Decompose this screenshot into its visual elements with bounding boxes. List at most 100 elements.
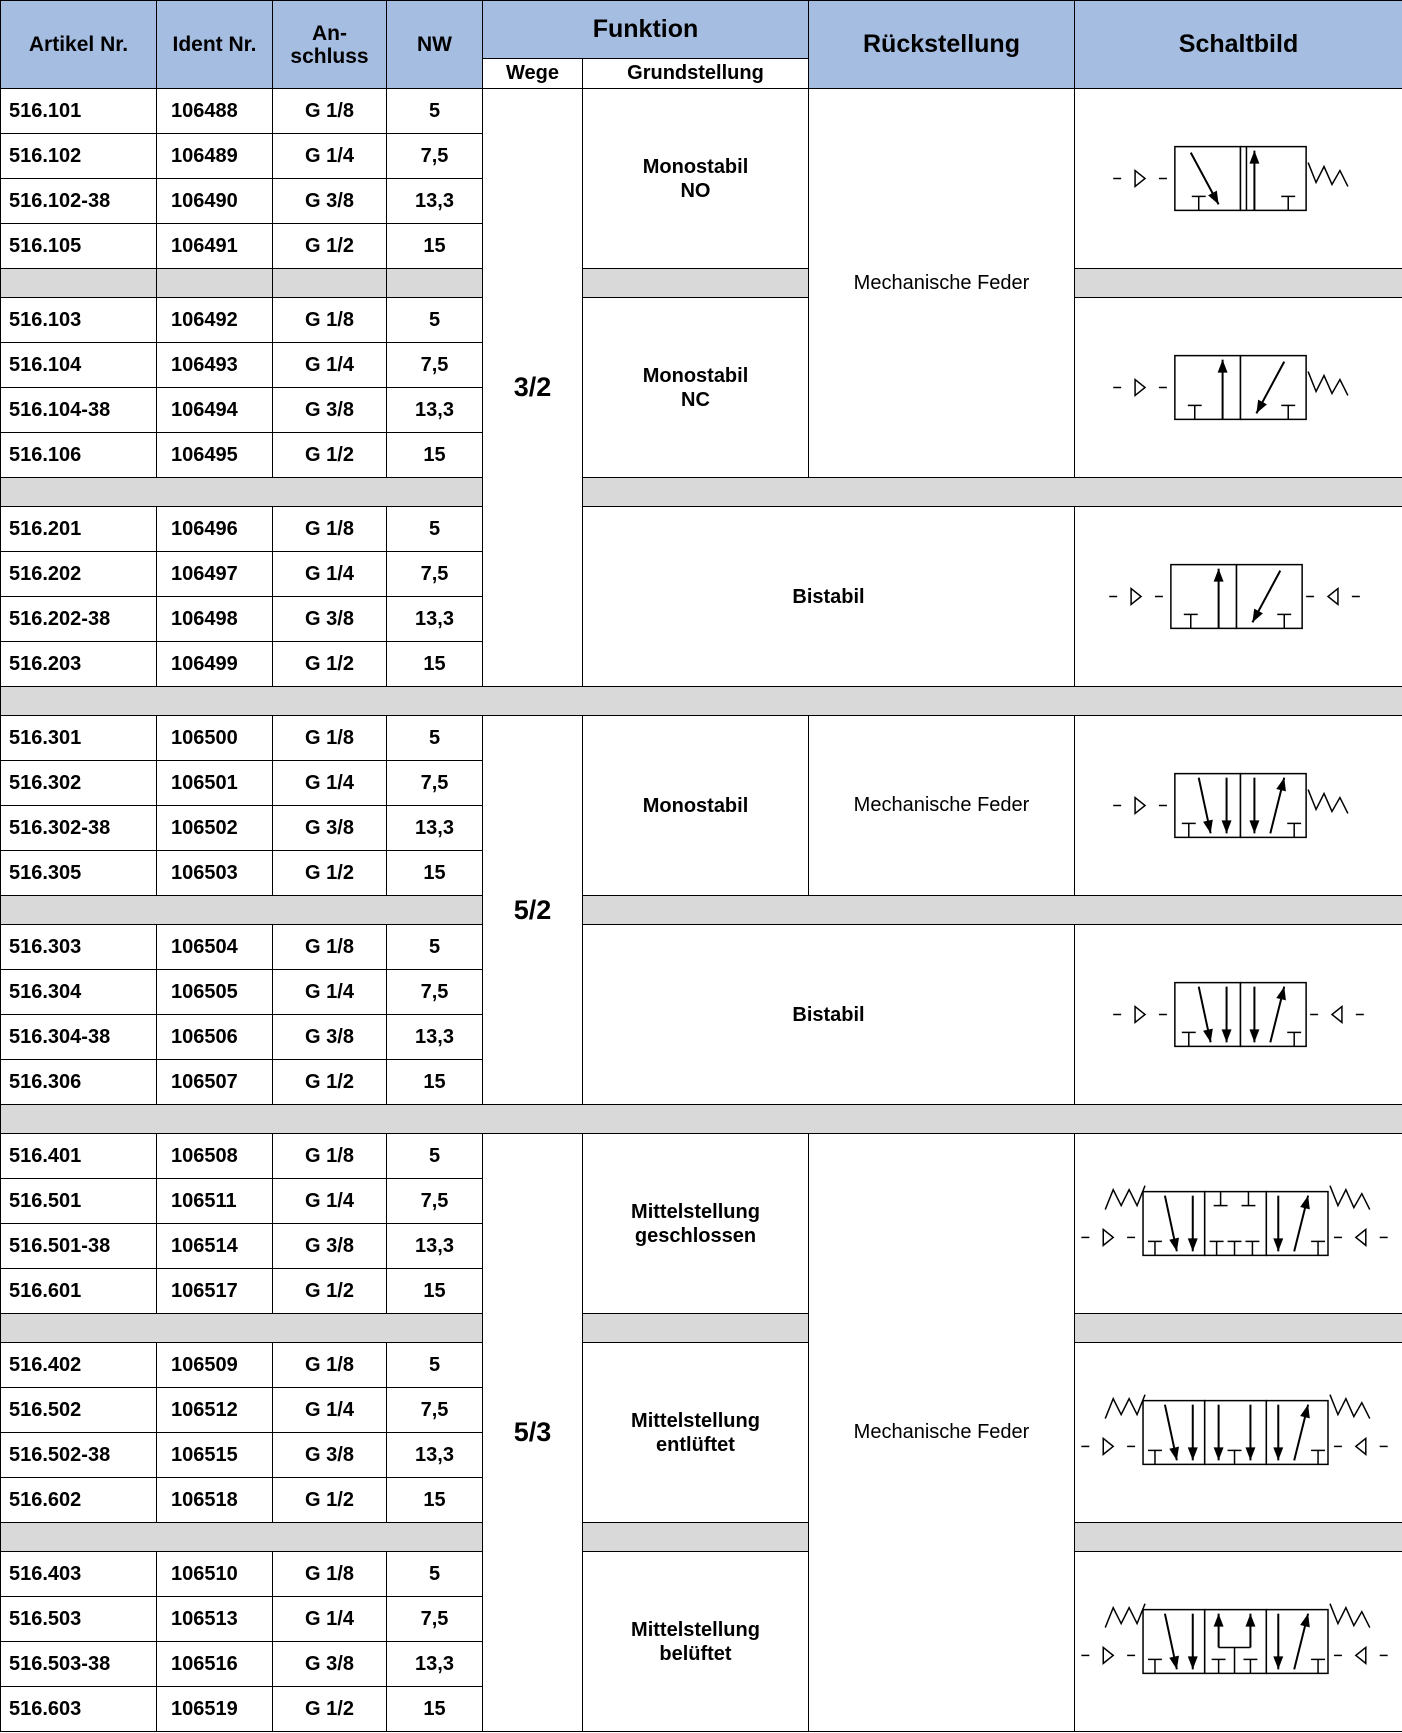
cell-anschluss: G 1/2 [272,1268,387,1314]
cell-nw: 13,3 [386,596,483,642]
cell-nw: 5 [386,506,483,552]
cell-ident: 106502 [156,805,273,851]
separator-cell [1074,268,1402,298]
valve-5-2-monostable-symbol [1075,716,1402,895]
cell-artikel: 516.103 [0,297,157,343]
cell-artikel: 516.106 [0,432,157,478]
cell-ident: 106507 [156,1059,273,1105]
cell-ident: 106518 [156,1477,273,1523]
cell-artikel: 516.502 [0,1387,157,1433]
cell-ident: 106491 [156,223,273,269]
cell-ident: 106506 [156,1014,273,1060]
cell-nw: 15 [386,1268,483,1314]
cell-ident: 106503 [156,850,273,896]
separator-row [0,1104,1402,1134]
cell-artikel: 516.304-38 [0,1014,157,1060]
cell-artikel: 516.602 [0,1477,157,1523]
cell-ident: 106494 [156,387,273,433]
cell-nw: 5 [386,1342,483,1388]
cell-nw: 7,5 [386,1178,483,1224]
cell-ident: 106505 [156,969,273,1015]
separator-cell [582,1313,809,1343]
valve-5-3-exhaust-center-symbol [1075,1343,1402,1522]
header-wege: Wege [482,58,583,89]
cell-anschluss: G 1/4 [272,551,387,597]
cell-ident: 106504 [156,924,273,970]
grundstellung-cell: Mittelstellung belüftet [582,1551,809,1732]
cell-nw: 13,3 [386,1432,483,1478]
cell-anschluss: G 1/8 [272,297,387,343]
cell-anschluss: G 3/8 [272,805,387,851]
wege-cell: 5/2 [482,715,583,1105]
cell-anschluss: G 1/4 [272,760,387,806]
cell-ident: 106508 [156,1133,273,1179]
header-rueckstellung: Rückstellung [808,0,1075,89]
cell-ident: 106509 [156,1342,273,1388]
valve-3-2-bistable-symbol [1075,507,1402,686]
cell-nw: 13,3 [386,1641,483,1687]
cell-artikel: 516.306 [0,1059,157,1105]
rueckstellung-cell: Mechanische Feder [808,88,1075,478]
header-schaltbild: Schaltbild [1074,0,1402,89]
cell-nw: 7,5 [386,969,483,1015]
cell-anschluss: G 1/8 [272,1342,387,1388]
grundstellung-cell: Mittelstellung geschlossen [582,1133,809,1314]
cell-anschluss: G 1/4 [272,1178,387,1224]
cell-ident: 106489 [156,133,273,179]
grundstellung-cell: Mittelstellung entlüftet [582,1342,809,1523]
cell-ident: 106499 [156,641,273,687]
cell-anschluss: G 1/4 [272,342,387,388]
cell-ident: 106496 [156,506,273,552]
cell-nw: 13,3 [386,387,483,433]
separator-cell [1074,1522,1402,1552]
separator-row [0,686,1402,716]
separator-cell [582,895,1402,925]
cell-nw: 15 [386,1686,483,1732]
separator-cell [0,1522,483,1552]
cell-anschluss: G 1/2 [272,432,387,478]
header-nw: NW [386,0,483,89]
cell-ident: 106514 [156,1223,273,1269]
separator-cell [272,268,387,298]
cell-artikel: 516.304 [0,969,157,1015]
grundstellung-cell: Bistabil [582,506,1075,687]
cell-ident: 106510 [156,1551,273,1597]
cell-anschluss: G 1/2 [272,1059,387,1105]
cell-anschluss: G 3/8 [272,1014,387,1060]
cell-ident: 106497 [156,551,273,597]
separator-cell [0,268,157,298]
cell-nw: 5 [386,1551,483,1597]
cell-ident: 106516 [156,1641,273,1687]
rueckstellung-cell: Mechanische Feder [808,715,1075,896]
separator-cell [582,477,1402,507]
cell-ident: 106495 [156,432,273,478]
cell-ident: 106498 [156,596,273,642]
cell-artikel: 516.102-38 [0,178,157,224]
cell-nw: 13,3 [386,805,483,851]
cell-artikel: 516.402 [0,1342,157,1388]
cell-artikel: 516.403 [0,1551,157,1597]
cell-artikel: 516.202 [0,551,157,597]
cell-ident: 106488 [156,88,273,134]
cell-nw: 15 [386,223,483,269]
separator-cell [1074,1313,1402,1343]
separator-cell [0,477,483,507]
cell-artikel: 516.104 [0,342,157,388]
cell-anschluss: G 1/2 [272,641,387,687]
separator-cell [582,268,809,298]
cell-artikel: 516.603 [0,1686,157,1732]
cell-ident: 106490 [156,178,273,224]
cell-anschluss: G 1/2 [272,1477,387,1523]
separator-cell [0,1313,483,1343]
cell-artikel: 516.501-38 [0,1223,157,1269]
separator-cell [386,268,483,298]
separator-cell [582,1522,809,1552]
header-funktion: Funktion [482,0,809,59]
header-anschluss: An- schluss [272,0,387,89]
cell-anschluss: G 1/4 [272,1387,387,1433]
cell-artikel: 516.201 [0,506,157,552]
cell-ident: 106519 [156,1686,273,1732]
cell-artikel: 516.102 [0,133,157,179]
header-ident: Ident Nr. [156,0,273,89]
cell-nw: 15 [386,1059,483,1105]
